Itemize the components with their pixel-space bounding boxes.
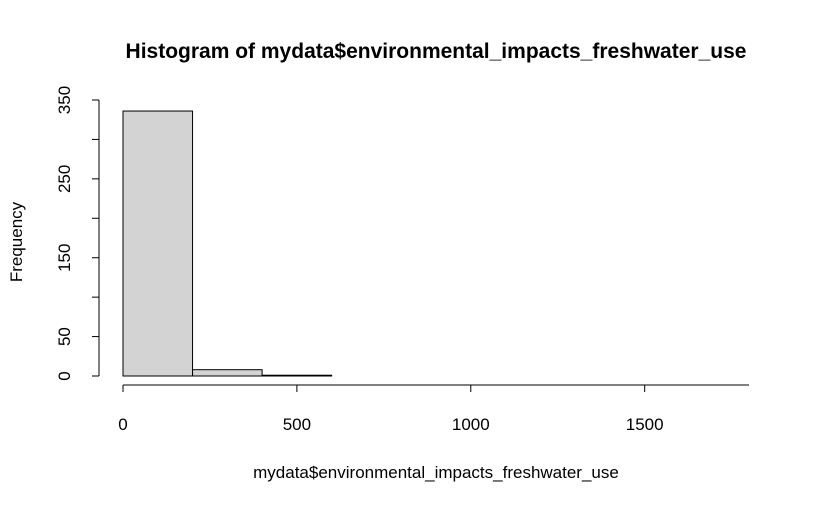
y-tick-label-3: 150 (55, 244, 74, 272)
y-axis-label: Frequency (7, 201, 26, 282)
histogram-bar-1 (192, 369, 263, 377)
x-axis-label: mydata$environmental_impacts_freshwater_… (253, 463, 619, 482)
histogram-bar-0 (122, 110, 194, 377)
x-tick-label-1: 500 (283, 415, 311, 434)
chart-title: Histogram of mydata$environmental_impact… (126, 40, 747, 63)
x-axis-ticks: 0 500 1000 1500 (118, 385, 664, 434)
y-tick-label-1: 50 (55, 327, 74, 346)
y-tick-label-0: 0 (55, 371, 74, 380)
x-tick-label-2: 1000 (452, 415, 490, 434)
y-axis-ticks: 0 50 150 250 350 (55, 86, 99, 381)
y-tick-label-7: 350 (55, 86, 74, 114)
x-tick-label-3: 1500 (626, 415, 664, 434)
histogram-bar-2 (261, 374, 333, 377)
bars-group (122, 110, 333, 377)
y-tick-label-5: 250 (55, 165, 74, 193)
x-tick-label-0: 0 (118, 415, 127, 434)
